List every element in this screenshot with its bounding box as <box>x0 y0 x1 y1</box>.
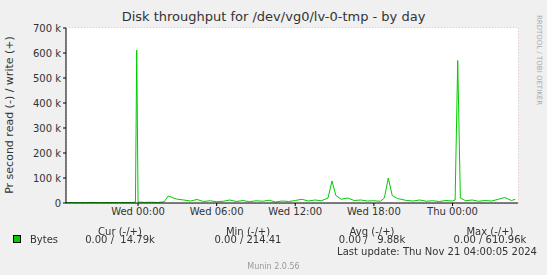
html-text:Munin 2.0.56: Munin 2.0.56 <box>247 262 300 271</box>
html-text:Max (-/+): Max (-/+) <box>466 226 514 237</box>
html-text:Min (-/+): Min (-/+) <box>226 226 270 237</box>
svg-text:100 k: 100 k <box>33 173 61 184</box>
svg-text:700 k: 700 k <box>33 23 61 34</box>
svg-text:600 k: 600 k <box>33 48 61 59</box>
html-text:0.00 / 610.96k: 0.00 / 610.96k <box>453 234 527 245</box>
html-text:0.00 / 14.79k: 0.00 / 14.79k <box>85 234 155 245</box>
html-text:Avg (-/+): Avg (-/+) <box>349 226 395 237</box>
svg-text:Thu 00:00: Thu 00:00 <box>426 206 478 217</box>
svg-text:300 k: 300 k <box>33 123 61 134</box>
svg-text:0: 0 <box>55 198 61 209</box>
html-text:Disk throughput for /dev/vg0/l: Disk throughput for /dev/vg0/lv-0-tmp - … <box>121 9 426 24</box>
svg-text:Wed 06:00: Wed 06:00 <box>190 206 244 217</box>
html-text:Last update: Thu Nov 21 04:00:: Last update: Thu Nov 21 04:00:05 2024 <box>337 246 537 257</box>
svg-text:Wed 12:00: Wed 12:00 <box>268 206 322 217</box>
svg-text:500 k: 500 k <box>33 73 61 84</box>
html-text:Bytes: Bytes <box>30 234 59 245</box>
html-text:0.00 / 9.88k: 0.00 / 9.88k <box>338 234 406 245</box>
html-text:Cur (-/+): Cur (-/+) <box>98 226 142 237</box>
svg-text:Wed 00:00: Wed 00:00 <box>111 206 165 217</box>
svg-text:400 k: 400 k <box>33 98 61 109</box>
html-text:0.00 / 214.41: 0.00 / 214.41 <box>214 234 282 245</box>
html-text:RRDTOOL / TOBI OETIKER: RRDTOOL / TOBI OETIKER <box>535 14 543 106</box>
svg-text:200 k: 200 k <box>33 148 61 159</box>
svg-text:Wed 18:00: Wed 18:00 <box>347 206 401 217</box>
html-text:Pr second read (-) / write (+): Pr second read (-) / write (+) <box>2 36 16 194</box>
